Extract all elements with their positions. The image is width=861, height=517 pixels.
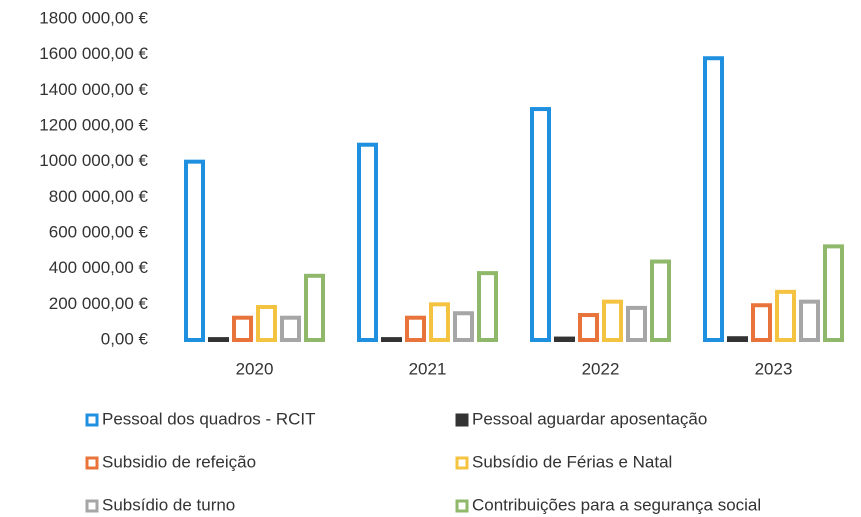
y-tick-label: 1600 000,00 € xyxy=(39,44,148,63)
bar xyxy=(453,311,474,342)
y-tick-label: 200 000,00 € xyxy=(49,294,149,313)
legend-marker xyxy=(85,456,99,470)
bar xyxy=(256,305,277,342)
bar xyxy=(381,337,402,343)
bar xyxy=(650,259,671,342)
legend-label: Subsidio de refeição xyxy=(102,452,256,471)
x-tick-label: 2023 xyxy=(755,359,793,378)
bar xyxy=(775,289,796,343)
bar xyxy=(703,56,724,342)
y-tick-label: 1400 000,00 € xyxy=(39,80,148,99)
bar xyxy=(626,305,647,342)
bar xyxy=(554,336,575,343)
bar xyxy=(823,244,844,342)
y-tick-label: 400 000,00 € xyxy=(49,258,149,277)
bar xyxy=(602,299,623,342)
bar xyxy=(184,159,205,342)
legend-label: Subsídio de turno xyxy=(102,495,235,514)
bar xyxy=(578,313,599,342)
bar xyxy=(477,271,498,342)
legend-label: Pessoal dos quadros - RCIT xyxy=(102,409,316,428)
legend-marker xyxy=(85,499,99,513)
y-tick-label: 0,00 € xyxy=(101,329,149,348)
legend-label: Subsídio de Férias e Natal xyxy=(472,452,672,471)
bar xyxy=(357,142,378,342)
y-tick-label: 1800 000,00 € xyxy=(39,8,148,27)
x-tick-label: 2021 xyxy=(409,359,447,378)
x-tick-label: 2020 xyxy=(236,359,274,378)
legend-label: Pessoal aguardar aposentação xyxy=(472,409,707,428)
legend-marker xyxy=(455,456,469,470)
bar xyxy=(530,107,551,342)
bar xyxy=(751,303,772,343)
bar xyxy=(429,302,450,343)
legend-marker xyxy=(455,413,469,427)
y-tick-label: 1200 000,00 € xyxy=(39,115,148,134)
y-tick-label: 800 000,00 € xyxy=(49,187,149,206)
bar xyxy=(208,337,229,343)
bar xyxy=(727,336,748,343)
y-tick-label: 1000 000,00 € xyxy=(39,151,148,170)
bar xyxy=(405,315,426,343)
bar xyxy=(799,299,820,342)
x-tick-label: 2022 xyxy=(582,359,620,378)
bar xyxy=(280,315,301,343)
bar xyxy=(232,315,253,343)
legend-marker xyxy=(455,499,469,513)
bar xyxy=(304,273,325,342)
legend-marker xyxy=(85,413,99,427)
legend-label: Contribuições para a segurança social xyxy=(472,495,761,514)
y-tick-label: 600 000,00 € xyxy=(49,222,149,241)
